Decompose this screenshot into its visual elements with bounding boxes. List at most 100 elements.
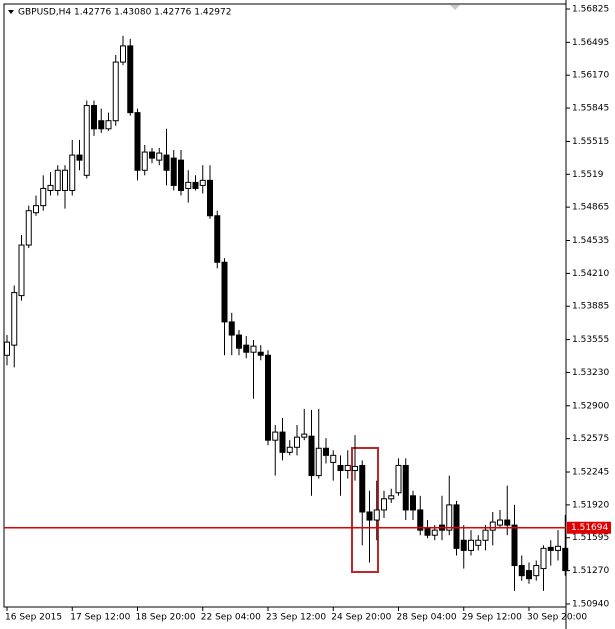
candle-body: [468, 539, 474, 551]
candle-body: [98, 120, 105, 130]
candle-body: [76, 154, 83, 161]
candle-body: [33, 205, 39, 214]
y-tick-label: 1.54210: [572, 269, 609, 279]
y-tick-label: 1.52900: [572, 401, 609, 411]
candle-body: [540, 547, 547, 570]
candle-body: [482, 529, 489, 541]
candle-body: [91, 105, 97, 130]
y-tick-label: 1.50940: [572, 599, 609, 609]
y-tick-label: 1.5519: [572, 170, 604, 180]
candle-body: [141, 151, 148, 171]
x-tick-label: 23 Sep 12:00: [266, 613, 326, 623]
candle-body: [265, 354, 271, 441]
candle-body: [156, 152, 163, 161]
candle-body: [453, 504, 460, 549]
candle-body: [257, 351, 264, 356]
candle-body: [294, 436, 300, 448]
candle-body: [424, 527, 431, 536]
candle-body: [112, 61, 119, 122]
candle-body: [352, 465, 358, 472]
candle-body: [199, 179, 206, 186]
chart-title: GBPUSD,H4 1.42776 1.43080 1.42776 1.4297…: [18, 8, 231, 18]
x-tick-label: 17 Sep 12:00: [70, 613, 130, 623]
candle-body: [402, 464, 409, 511]
candle-body: [323, 447, 329, 456]
candle-body: [381, 498, 387, 511]
candle-body: [373, 509, 380, 521]
plot-frame: [3, 3, 567, 608]
candle-body: [207, 179, 213, 217]
y-tick-label: 1.56170: [572, 71, 609, 81]
y-tick-label: 1.51270: [572, 566, 609, 576]
y-tick-label: 1.56825: [572, 4, 609, 14]
candle-body: [25, 210, 32, 246]
candle-body: [272, 431, 279, 441]
candle-body: [134, 112, 141, 171]
x-tick-label: 18 Sep 20:00: [136, 613, 196, 623]
candle-body: [69, 154, 76, 191]
candle-body: [62, 169, 68, 191]
y-tick-label: 1.51595: [572, 533, 609, 543]
candle-body: [47, 184, 54, 191]
y-tick-label: 1.53885: [572, 302, 609, 312]
candle-body: [18, 244, 25, 297]
candle-body: [170, 157, 177, 186]
y-tick-label: 1.53230: [572, 368, 609, 378]
candle-body: [388, 495, 395, 500]
candle-body: [533, 565, 540, 577]
price-label-box: [567, 521, 611, 534]
candle-body: [243, 344, 250, 353]
y-tick-label: 1.51920: [572, 500, 609, 510]
y-tick-label: 1.56495: [572, 38, 609, 48]
shift-marker: [450, 5, 460, 10]
y-tick-label: 1.55515: [572, 137, 609, 147]
candle-body: [192, 181, 199, 189]
candle-body: [315, 447, 322, 477]
candle-body: [214, 215, 221, 263]
candle-body: [330, 454, 337, 463]
candle-body: [250, 345, 257, 353]
candle-body: [395, 464, 402, 494]
x-tick-label: 29 Sep 12:00: [462, 613, 522, 623]
x-tick-label: 30 Sep 20:00: [527, 613, 587, 623]
candle-body: [489, 521, 496, 531]
x-tick-label: 28 Sep 04:00: [397, 613, 457, 623]
candle-body: [337, 464, 344, 472]
candle-body: [40, 187, 47, 207]
candle-body: [547, 546, 554, 551]
candle-body: [236, 334, 242, 349]
x-tick-label: 24 Sep 20:00: [331, 613, 391, 623]
candle-body: [555, 545, 561, 551]
candle-body: [504, 519, 511, 526]
y-tick-label: 1.54535: [572, 236, 609, 246]
y-tick-label: 1.52575: [572, 434, 609, 444]
candle-body: [526, 570, 532, 580]
candle-body: [366, 511, 373, 521]
y-tick-label: 1.52245: [572, 468, 609, 478]
candle-body: [431, 529, 438, 536]
y-tick-label: 1.54865: [572, 203, 609, 213]
candle-body: [497, 519, 503, 526]
candle-body: [359, 464, 366, 513]
candle-body: [83, 105, 90, 176]
candle-body: [279, 431, 286, 453]
y-tick-label: 1.53555: [572, 335, 609, 345]
candle-body: [105, 120, 112, 130]
price-label: 1.51694: [571, 523, 608, 533]
candle-body: [301, 433, 308, 438]
candle-body: [149, 151, 155, 159]
x-tick-label: 16 Sep 2015: [5, 613, 62, 623]
candle-body: [163, 154, 170, 171]
candle-body: [11, 292, 18, 346]
candle-body: [344, 464, 351, 472]
dropdown-arrow[interactable]: [8, 10, 14, 14]
x-tick-label: 22 Sep 04:00: [201, 613, 261, 623]
candle-body: [562, 547, 569, 572]
candle-body: [127, 45, 134, 114]
candle-body: [446, 504, 453, 531]
candle-body: [4, 341, 10, 356]
y-tick-label: 1.55845: [572, 104, 609, 114]
candle-body: [185, 181, 192, 189]
candle-body: [518, 565, 525, 577]
